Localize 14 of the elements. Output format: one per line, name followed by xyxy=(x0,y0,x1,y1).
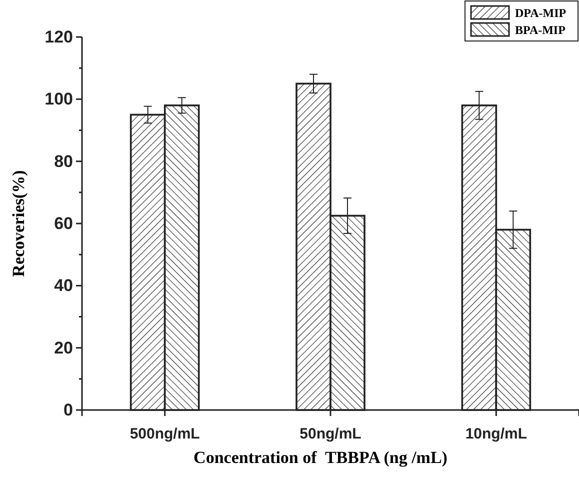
legend-label: BPA-MIP xyxy=(515,23,566,37)
y-tick-label: 120 xyxy=(44,27,73,46)
y-tick-label: 100 xyxy=(44,90,73,109)
x-tick-label: 500ng/mL xyxy=(130,426,200,442)
x-axis-title: Concentration of TBBPA (ng /mL) xyxy=(194,448,448,467)
y-tick-label: 60 xyxy=(54,214,73,233)
y-tick-label: 0 xyxy=(64,400,73,420)
y-axis-title: Recoveries(%) xyxy=(9,170,28,277)
y-tick-label: 20 xyxy=(54,338,73,358)
y-tick-label: 40 xyxy=(54,276,73,296)
legend-label: DPA-MIP xyxy=(515,6,566,20)
y-tick-label: 80 xyxy=(54,152,73,171)
x-tick-label: 50ng/mL xyxy=(300,426,362,442)
x-tick-label: 10ng/mL xyxy=(465,426,528,442)
